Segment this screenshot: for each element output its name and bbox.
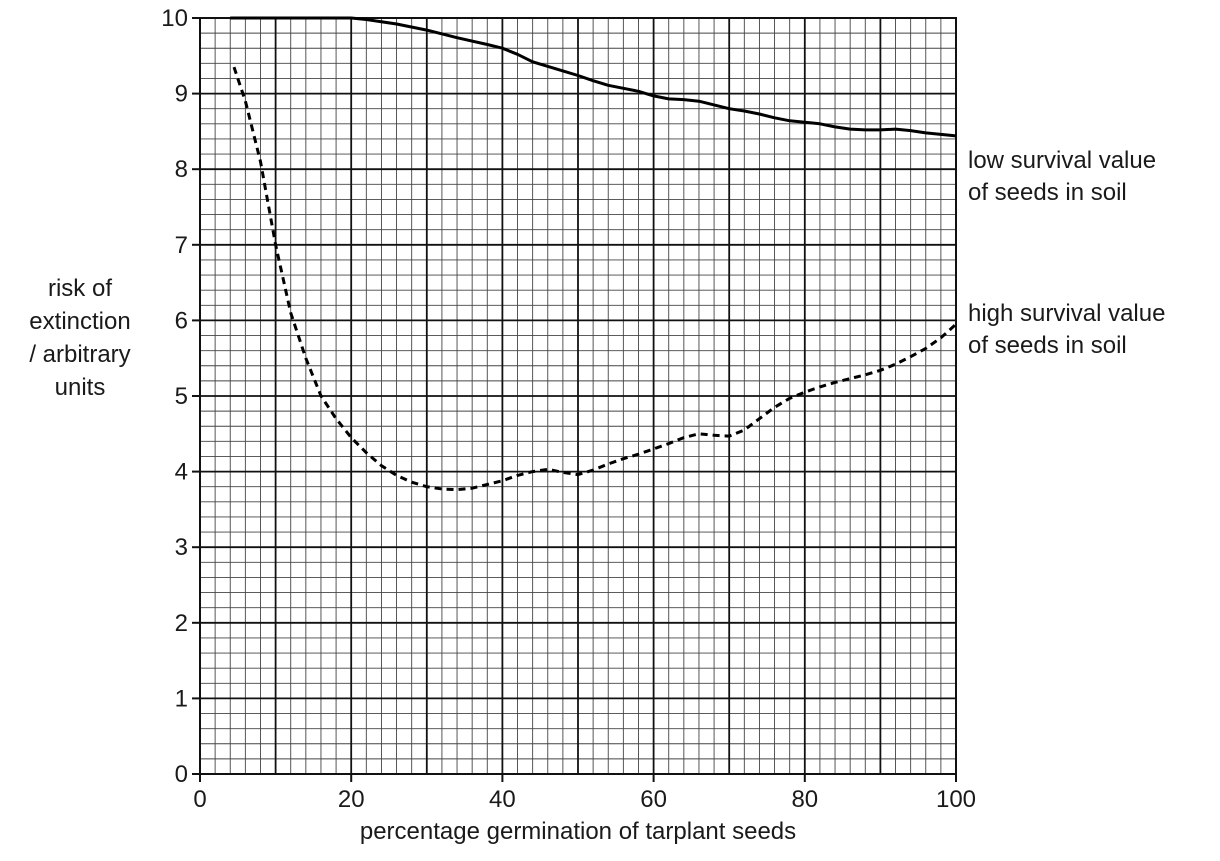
x-tick-label: 20 [338, 786, 365, 813]
y-tick-label: 0 [175, 761, 188, 788]
series-label-line: of seeds in soil [968, 332, 1127, 359]
y-axis-label-line: units [54, 374, 106, 401]
y-tick-label: 3 [175, 534, 188, 561]
y-tick-label: 4 [175, 459, 188, 486]
x-tick-label: 40 [489, 786, 516, 813]
y-tick-label: 5 [175, 383, 188, 410]
y-tick-label: 10 [161, 5, 188, 32]
axis-ticks: 0 20 40 60 80 100 0 1 2 3 4 5 6 7 8 9 10 [161, 5, 976, 813]
y-axis-label: risk of extinction / arbitrary units [0, 272, 160, 404]
y-tick-label: 7 [175, 232, 188, 259]
series-label-line: low survival value [968, 147, 1157, 174]
y-tick-label: 9 [175, 81, 188, 108]
y-axis-label-line: extinction [29, 308, 131, 335]
x-tick-label: 80 [791, 786, 818, 813]
series-label-high-survival: high survival value of seeds in soil [968, 298, 1165, 362]
series-label-line: high survival value [968, 300, 1166, 327]
x-axis-label: percentage germination of tarplant seeds [359, 818, 797, 845]
x-tick-label: 0 [193, 786, 206, 813]
series-label-low-survival: low survival value of seeds in soil [968, 145, 1156, 209]
y-tick-label: 1 [175, 685, 188, 712]
x-tick-label: 60 [640, 786, 667, 813]
y-tick-label: 8 [175, 156, 188, 183]
y-axis-label-line: / arbitrary [29, 341, 131, 368]
series-layer [230, 16, 958, 492]
y-tick-label: 2 [175, 610, 188, 637]
x-tick-label: 100 [936, 786, 976, 813]
series-label-line: of seeds in soil [968, 179, 1127, 206]
series-line-high-survival [232, 66, 958, 492]
major-grid [199, 17, 957, 775]
y-axis-label-line: risk of [47, 275, 112, 302]
y-tick-label: 6 [175, 307, 188, 334]
series-line-low-survival [230, 16, 957, 138]
